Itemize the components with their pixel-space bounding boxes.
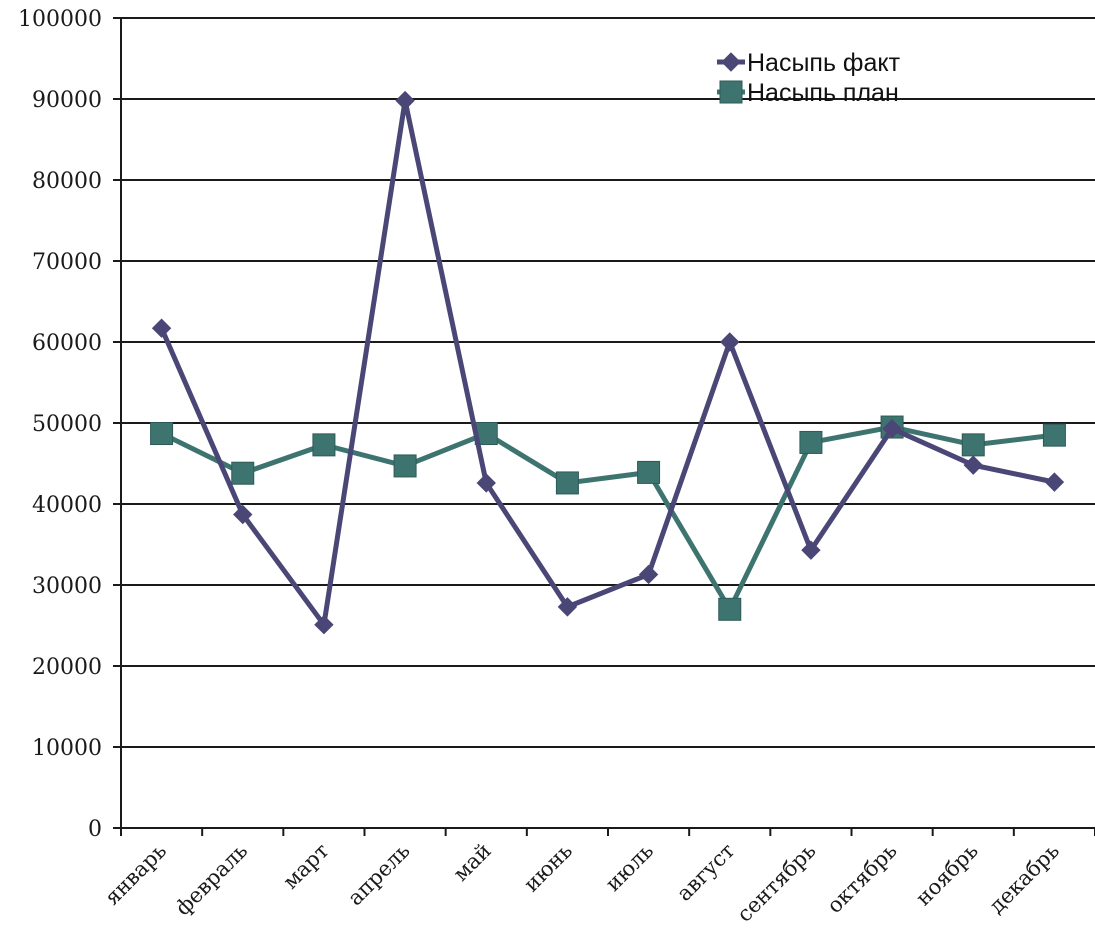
gridlines	[121, 17, 1095, 748]
legend-entry: Насыпь план	[717, 79, 899, 107]
legend-entry: Насыпь факт	[717, 49, 901, 77]
x-tick-label: декабрь	[984, 839, 1064, 919]
data-point-marker	[963, 455, 983, 475]
data-point-marker	[882, 418, 902, 439]
y-tick-label: 40000	[32, 493, 102, 518]
data-point-marker	[151, 318, 172, 338]
data-point-marker	[231, 461, 255, 485]
x-tick-label: сентябрь	[732, 839, 820, 927]
legend-marker	[719, 80, 743, 104]
data-point-marker	[233, 504, 253, 525]
series-line	[159, 98, 1055, 628]
x-tick-label: ноябрь	[911, 839, 983, 911]
data-point-marker	[1044, 472, 1065, 492]
data-point-marker	[312, 433, 336, 457]
y-tick-label: 80000	[32, 169, 102, 194]
series-line	[160, 424, 1055, 612]
data-point-marker	[393, 454, 417, 478]
legend-label: Насыпь план	[747, 79, 899, 107]
data-point-marker	[799, 430, 823, 454]
y-tick-label: 100000	[18, 7, 102, 32]
data-point-marker	[961, 433, 985, 457]
data-point-marker	[557, 597, 578, 617]
data-point-marker	[720, 332, 740, 352]
y-tick-label: 30000	[32, 574, 102, 599]
x-axis-tick-labels: январь февраль март апрель май июнь июль август…	[100, 839, 1064, 927]
x-tick-label: март	[278, 839, 333, 894]
axes	[113, 17, 1095, 836]
data-point-marker	[801, 540, 821, 560]
data-point-marker	[150, 422, 174, 446]
x-tick-label: февраль	[171, 839, 253, 921]
data-point-marker	[476, 473, 496, 493]
y-tick-label: 20000	[32, 655, 102, 680]
data-point-marker	[395, 90, 415, 111]
y-tick-label: 50000	[32, 412, 102, 437]
x-tick-label: октябрь	[822, 839, 901, 918]
data-point-marker	[555, 471, 579, 495]
y-tick-label: 0	[88, 817, 102, 842]
x-tick-label: июнь	[519, 839, 577, 897]
data-point-marker	[718, 597, 742, 621]
data-point-marker	[314, 614, 334, 635]
data-point-marker	[637, 460, 661, 484]
y-tick-label: 70000	[32, 250, 102, 275]
legend-marker	[721, 52, 741, 72]
legend-label: Насыпь факт	[747, 49, 901, 77]
data-point-marker	[1042, 423, 1066, 447]
y-tick-label: 60000	[32, 331, 102, 356]
x-tick-label: июль	[601, 839, 658, 896]
y-tick-label: 10000	[32, 736, 102, 761]
x-tick-label: май	[449, 839, 496, 886]
data-point-marker	[638, 564, 659, 585]
y-axis-tick-labels: 0 10000 20000 30000 40000 50000 60000 70000 8000…	[18, 7, 102, 842]
y-tick-label: 90000	[32, 88, 102, 113]
series	[150, 90, 1066, 635]
x-tick-label: январь	[100, 839, 171, 910]
x-tick-label: август	[672, 839, 739, 906]
series-fact	[151, 90, 1065, 635]
x-tick-label: апрель	[343, 839, 415, 911]
